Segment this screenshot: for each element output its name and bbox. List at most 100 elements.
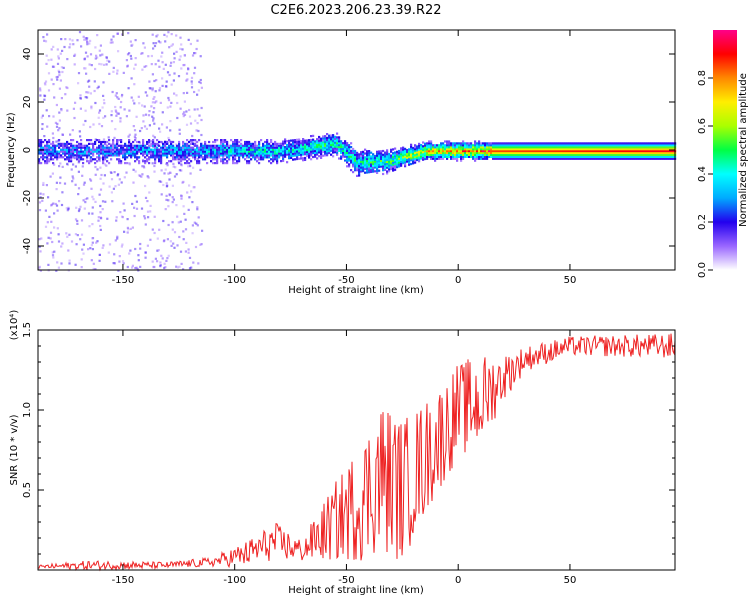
spectrogram-cell: [180, 156, 183, 159]
spectrogram-cell: [179, 220, 182, 223]
spectrogram-cell: [66, 146, 69, 149]
spectrogram-cell: [546, 144, 549, 147]
spectrogram-cell: [298, 144, 301, 147]
spectrogram-cell: [252, 152, 255, 155]
spectrogram-cell: [324, 150, 327, 153]
spectrogram-cell: [222, 160, 225, 163]
spectrogram-cell: [612, 148, 615, 151]
spectrogram-cell: [286, 161, 289, 164]
spectrogram-cell: [162, 146, 165, 149]
spectrogram-cell: [186, 78, 189, 81]
spectrogram-cell: [486, 151, 489, 155]
spectrogram-cell: [96, 160, 99, 163]
spectrogram-cell: [462, 150, 465, 153]
spectrogram-cell: [78, 144, 81, 147]
spectrogram-cell: [151, 89, 154, 92]
spectrogram-cell: [180, 262, 183, 265]
spectrogram-cell: [668, 148, 671, 151]
spectrogram-cell: [288, 155, 291, 158]
spectrogram-cell: [560, 153, 563, 156]
spectrogram-cell: [598, 157, 601, 160]
spectrogram-cell: [48, 144, 51, 147]
spectrogram-cell: [232, 150, 235, 153]
spectrogram-cell: [246, 148, 249, 151]
spectrogram-cell: [130, 57, 133, 60]
spectrogram-cell: [516, 142, 519, 145]
spectrogram-cell: [82, 183, 86, 186]
spectrogram-cell: [600, 155, 603, 158]
spectrogram-cell: [115, 216, 118, 219]
spectrogram-cell: [658, 144, 661, 147]
spectrogram-cell: [470, 148, 473, 151]
spectrogram-cell: [616, 155, 619, 158]
spectrogram-cell: [168, 150, 171, 153]
spectrogram-cell: [272, 156, 275, 159]
spectrogram-cell: [310, 135, 313, 138]
spectrogram-cell: [644, 150, 647, 153]
spectrogram-cell: [322, 143, 325, 146]
spectrogram-cell: [170, 244, 173, 247]
spectrogram-cell: [536, 157, 539, 160]
spectrogram-cell: [514, 144, 517, 147]
spectrogram-cell: [470, 151, 473, 155]
spectrogram-cell: [530, 150, 533, 153]
spectrogram-cell: [474, 153, 477, 156]
spectrogram-cell: [254, 154, 257, 157]
spectrogram-cell: [242, 146, 245, 149]
spectrogram-cell: [212, 154, 215, 157]
spectrogram-cell: [496, 144, 499, 147]
spectrogram-cell: [38, 209, 42, 212]
spectrogram-cell: [102, 162, 105, 165]
spectrogram-cell: [88, 85, 91, 88]
spectrogram-cell: [120, 181, 123, 184]
spectrogram-cell: [296, 140, 299, 143]
spectrogram-cell: [208, 140, 211, 144]
spectrogram-cell: [296, 148, 299, 151]
spectrogram-cell: [490, 142, 493, 145]
spectrogram-cell: [446, 153, 449, 156]
spectrogram-cell: [500, 155, 503, 158]
spectrogram-cell: [174, 166, 177, 169]
spectrogram-cell: [40, 116, 43, 119]
spectrogram-cell: [656, 142, 659, 145]
spectrogram-cell: [232, 146, 235, 149]
spectrogram-cell: [57, 55, 60, 58]
spectrogram-cell: [488, 150, 491, 153]
spectrogram-cell: [77, 72, 81, 75]
spectrogram-cell: [300, 153, 303, 156]
spectrogram-cell: [102, 244, 105, 247]
spectrogram-cell: [618, 146, 621, 149]
spectrogram-cell: [147, 176, 150, 179]
spectrogram-cell: [88, 225, 91, 228]
spectrogram-cell: [42, 156, 45, 159]
spectrogram-cell: [157, 59, 160, 62]
spectrogram-cell: [304, 145, 307, 148]
spectrogram-cell: [144, 152, 147, 155]
spectrogram-cell: [620, 146, 623, 149]
spectrogram-cell: [572, 150, 575, 153]
spectrogram-cell: [252, 150, 255, 153]
spectrogram-cell: [264, 146, 267, 149]
spectrogram-cell: [394, 155, 397, 158]
spectrogram-cell: [598, 142, 601, 145]
spectrogram-cell: [356, 169, 359, 172]
spectrogram-cell: [562, 144, 565, 147]
spectrogram-cell: [332, 145, 335, 148]
spectrogram-cell: [304, 158, 307, 161]
spectrogram-cell: [130, 156, 133, 159]
spectrogram-cell: [42, 158, 45, 161]
spectrogram-cell: [141, 165, 144, 168]
spectrogram-cell: [210, 160, 213, 163]
spectrogram-cell: [153, 44, 157, 48]
spectrogram-cell: [556, 148, 559, 151]
spectrogram-cell: [121, 216, 124, 219]
spectrogram-cell: [658, 142, 661, 145]
spectrogram-cell: [49, 231, 53, 234]
spectrogram-cell: [204, 144, 207, 147]
spectrogram-cell: [55, 188, 58, 191]
spectrogram-cell: [330, 136, 333, 139]
spectrogram-cell: [300, 157, 303, 160]
spectrogram-cell: [165, 126, 168, 129]
spectrogram-cell: [600, 153, 603, 156]
spectrogram-cell: [128, 133, 131, 136]
